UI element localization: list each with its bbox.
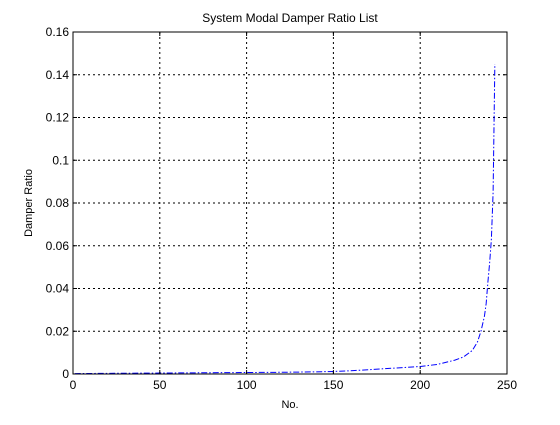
y-tick-label: 0.04 (46, 282, 70, 296)
y-tick-label: 0.16 (46, 25, 70, 39)
y-tick-label: 0 (62, 367, 69, 381)
x-axis-label: No. (281, 399, 298, 411)
x-tick-label: 0 (70, 378, 77, 392)
y-tick-labels: 0 0.02 0.04 0.06 0.08 0.1 0.12 0.14 0.16 (46, 25, 70, 381)
y-tick-label: 0.08 (46, 196, 70, 210)
y-axis-label: Damper Ratio (23, 169, 35, 237)
y-tick-label: 0.1 (52, 153, 69, 167)
x-tick-label: 100 (237, 378, 257, 392)
x-tick-label: 250 (497, 378, 517, 392)
y-tick-label: 0.12 (46, 111, 70, 125)
y-tick-label: 0.14 (46, 68, 70, 82)
x-tick-label: 50 (153, 378, 167, 392)
x-tick-label: 150 (323, 378, 343, 392)
chart-title: System Modal Damper Ratio List (202, 11, 378, 25)
y-tick-label: 0.06 (46, 239, 70, 253)
y-tick-label: 0.02 (46, 324, 70, 338)
x-tick-label: 200 (410, 378, 430, 392)
